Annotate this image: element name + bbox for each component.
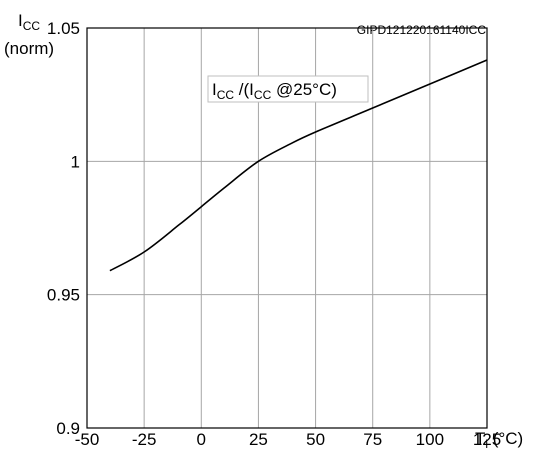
y-axis-label-main: I bbox=[18, 11, 23, 30]
x-axis-label-sub: i bbox=[485, 437, 488, 450]
y-tick-label: 0.9 bbox=[56, 419, 80, 438]
x-axis-label-main: T bbox=[475, 429, 485, 448]
legend-s1: CC bbox=[217, 88, 235, 102]
x-tick-label: 125 bbox=[473, 430, 501, 449]
legend-p2: /(I bbox=[234, 80, 254, 99]
series-line-icc bbox=[109, 59, 488, 272]
legend-p1: I bbox=[212, 80, 217, 99]
legend-s2: CC bbox=[254, 88, 272, 102]
legend-box bbox=[207, 75, 369, 103]
y-axis-label-sub: CC bbox=[23, 19, 41, 33]
x-tick-label: 75 bbox=[363, 430, 382, 449]
y-axis-unit: (norm) bbox=[4, 39, 54, 58]
y-tick-label: 1.05 bbox=[47, 19, 80, 38]
x-tick-label: -50 bbox=[75, 430, 100, 449]
x-tick-label: 0 bbox=[197, 430, 206, 449]
figure-id: GIPD121220161140ICC bbox=[357, 23, 487, 37]
y-axis-label: ICC bbox=[18, 11, 40, 33]
x-axis-label-unit: (°C) bbox=[488, 429, 523, 448]
x-axis-label: Ti (°C) bbox=[475, 429, 523, 450]
y-tick-label: 0.95 bbox=[47, 286, 80, 305]
x-tick-label: 25 bbox=[249, 430, 268, 449]
plot-frame bbox=[86, 27, 488, 429]
x-tick-labels: -50 -25 0 25 50 75 100 125 bbox=[75, 430, 501, 449]
legend-label: ICC /(ICC @25°C) bbox=[212, 80, 337, 102]
y-tick-label: 1 bbox=[71, 152, 80, 171]
x-tick-label: 50 bbox=[306, 430, 325, 449]
legend-p3: @25°C) bbox=[271, 80, 337, 99]
x-tick-label: -25 bbox=[132, 430, 157, 449]
x-tick-label: 100 bbox=[416, 430, 444, 449]
y-tick-labels: 0.9 0.95 1 1.05 bbox=[47, 19, 80, 438]
